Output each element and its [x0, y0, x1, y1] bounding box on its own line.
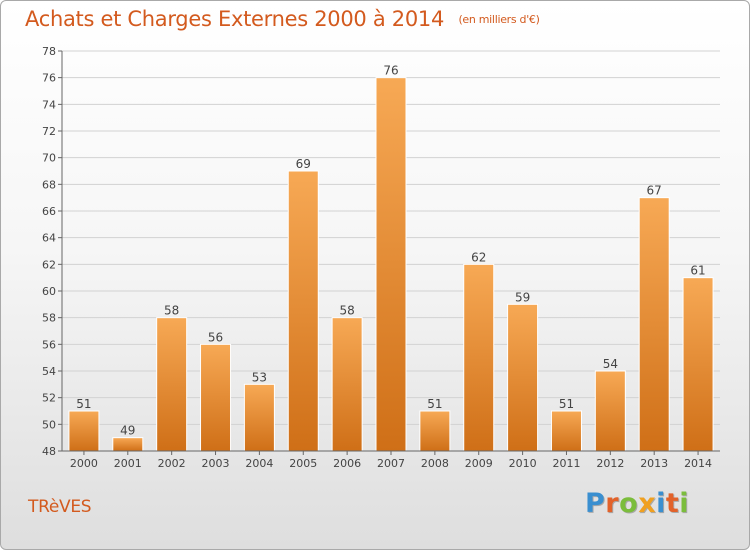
x-tick-label-2005: 2005: [289, 457, 317, 470]
logo-letter: r: [605, 488, 620, 519]
x-tick-label-2002: 2002: [158, 457, 186, 470]
value-label-2010: 59: [515, 290, 530, 304]
bar-2013: [638, 197, 670, 452]
y-tick-label: 56: [42, 338, 56, 351]
proxiti-logo: Proxiti: [585, 488, 689, 519]
value-label-2004: 53: [252, 370, 267, 384]
x-tick-label-2014: 2014: [684, 457, 712, 470]
value-label-2012: 54: [603, 357, 618, 371]
y-tick-label: 66: [42, 205, 56, 218]
value-label-2002: 58: [164, 304, 179, 318]
value-label-2007: 76: [383, 64, 398, 78]
bar-2002: [156, 317, 188, 452]
value-label-2009: 62: [471, 250, 486, 264]
value-label-2003: 56: [208, 330, 223, 344]
bar-2005: [287, 170, 319, 452]
bar-2000: [68, 410, 100, 452]
value-label-2013: 67: [647, 184, 662, 198]
y-tick-label: 52: [42, 392, 56, 405]
bars: [68, 77, 714, 452]
bar-2012: [594, 370, 626, 452]
x-tick-label-2013: 2013: [640, 457, 668, 470]
x-tick-label-2012: 2012: [596, 457, 624, 470]
y-tick-label: 60: [42, 285, 56, 298]
bar-2003: [200, 343, 232, 452]
chart-title-text: Achats et Charges Externes 2000 à 2014: [25, 7, 445, 31]
bar-2014: [682, 277, 714, 452]
bar-2011: [550, 410, 582, 452]
chart-subtitle: (en milliers d'€): [458, 13, 540, 26]
y-tick-label: 50: [42, 418, 56, 431]
y-tick-label: 64: [42, 232, 56, 245]
x-tick-label-2011: 2011: [552, 457, 580, 470]
x-tick-label-2007: 2007: [377, 457, 405, 470]
x-tick-label-2009: 2009: [465, 457, 493, 470]
bar-2010: [507, 303, 539, 452]
location-name: TRèVES: [28, 497, 92, 517]
data-labels: 51 49 58 56 53 69 58 76 51 62 59 51 54 67 61: [76, 64, 705, 438]
value-label-2006: 58: [339, 304, 354, 318]
y-tick-label: 78: [42, 45, 56, 58]
bar-2004: [243, 383, 275, 452]
y-tick-label: 76: [42, 72, 56, 85]
y-tick-label: 62: [42, 258, 56, 271]
logo-letter: i: [679, 488, 690, 519]
x-tick-label-2006: 2006: [333, 457, 361, 470]
bar-2008: [419, 410, 451, 452]
value-label-2011: 51: [559, 397, 574, 411]
chart-title: Achats et Charges Externes 2000 à 2014 (…: [25, 7, 540, 31]
x-tick-label-2010: 2010: [509, 457, 537, 470]
y-tick-label: 58: [42, 312, 56, 325]
y-tick-label: 72: [42, 125, 56, 138]
value-label-2008: 51: [427, 397, 442, 411]
y-tick-label: 74: [42, 98, 56, 111]
y-tick-label: 68: [42, 178, 56, 191]
value-label-2000: 51: [76, 397, 91, 411]
bar-2001: [112, 437, 144, 452]
x-tick-label-2001: 2001: [114, 457, 142, 470]
logo-letter: i: [656, 488, 666, 519]
bar-2006: [331, 317, 363, 452]
y-tick-label: 54: [42, 365, 56, 378]
logo-letter: o: [619, 488, 639, 519]
bar-2009: [463, 263, 495, 452]
value-label-2005: 69: [296, 157, 311, 171]
logo-letter: P: [585, 488, 606, 519]
logo-letter: t: [665, 488, 680, 519]
x-tick-label-2008: 2008: [421, 457, 449, 470]
y-tick-label: 70: [42, 152, 56, 165]
logo-letter: x: [638, 488, 657, 519]
axes: 48 50 52 54 56 58 60 62 64 66 68 70 72 74 76 78 2000 2001…: [42, 45, 720, 470]
x-tick-label-2004: 2004: [245, 457, 273, 470]
x-tick-label-2003: 2003: [202, 457, 230, 470]
value-label-2014: 61: [690, 264, 705, 278]
bar-2007: [375, 77, 407, 452]
x-tick-label-2000: 2000: [70, 457, 98, 470]
y-tick-label: 48: [42, 445, 56, 458]
value-label-2001: 49: [120, 424, 135, 438]
